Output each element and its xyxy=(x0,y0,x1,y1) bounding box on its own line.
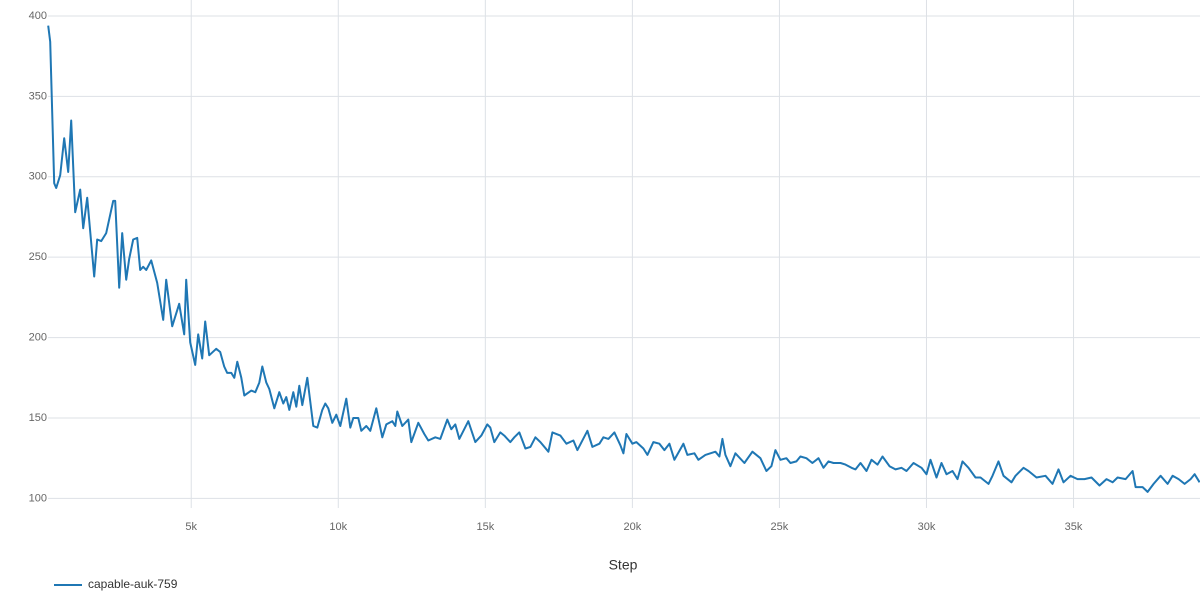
series-line xyxy=(47,25,1200,493)
x-tick-label: 10k xyxy=(329,521,347,533)
x-tick-label: 30k xyxy=(918,521,936,533)
y-tick-label: 150 xyxy=(29,412,47,424)
x-tick-label: 25k xyxy=(771,521,789,533)
y-tick-label: 250 xyxy=(29,251,47,263)
x-tick-label: 20k xyxy=(624,521,642,533)
y-tick-label: 200 xyxy=(29,331,47,343)
y-tick-label: 300 xyxy=(29,171,47,183)
x-tick-label: 35k xyxy=(1065,521,1083,533)
y-tick-label: 100 xyxy=(29,492,47,504)
x-axis-title: Step xyxy=(609,557,638,573)
y-tick-label: 350 xyxy=(29,90,47,102)
legend-label: capable-auk-759 xyxy=(88,577,178,591)
x-tick-label: 5k xyxy=(185,521,197,533)
y-tick-label: 400 xyxy=(29,10,47,22)
x-tick-label: 15k xyxy=(476,521,494,533)
